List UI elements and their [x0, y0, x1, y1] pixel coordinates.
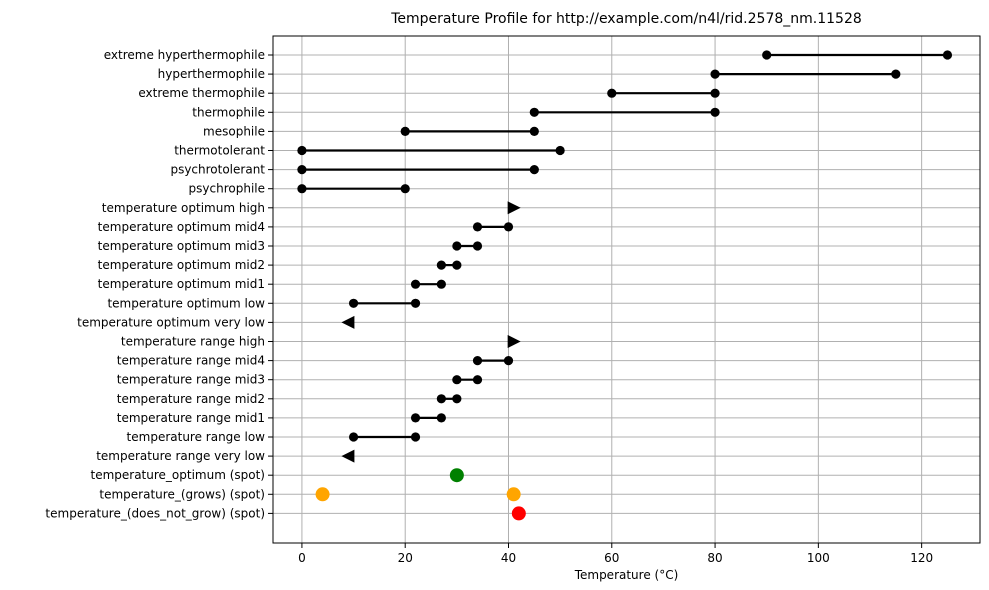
y-tick-label-temperature-range-very-low: temperature range very low: [96, 449, 265, 463]
range-start-dot-temperature-range-mid4: [472, 356, 483, 366]
arrow-marker-temperature-range-high: [507, 335, 521, 348]
y-tick-label-temperature-optimum-mid4: temperature optimum mid4: [98, 220, 265, 234]
range-end-dot-extreme-hyperthermophile: [942, 50, 953, 60]
range-end-dot-psychrophile: [400, 184, 410, 194]
range-end-dot-temperature-range-mid1: [436, 413, 446, 423]
y-tick-label-temperature-does-not-grow-spot: temperature_(does_not_grow) (spot): [45, 506, 265, 520]
range-end-dot-temperature-range-mid4: [503, 356, 514, 366]
range-end-dot-temperature-optimum-mid1: [436, 279, 446, 289]
y-tick-label-thermotolerant: thermotolerant: [174, 144, 265, 158]
range-start-dot-temperature-optimum-mid3: [452, 241, 462, 251]
arrow-marker-temperature-range-very-low: [341, 449, 355, 463]
range-start-dot-mesophile: [400, 126, 410, 136]
arrow-marker-temperature-optimum-very-low: [341, 315, 355, 329]
y-tick-label-thermophile: thermophile: [192, 105, 265, 119]
y-tick-label-temperature-range-mid4: temperature range mid4: [117, 354, 265, 368]
y-tick-label-temperature-optimum-mid3: temperature optimum mid3: [98, 239, 265, 253]
range-start-dot-hyperthermophile: [710, 69, 720, 79]
y-tick-label-psychrophile: psychrophile: [189, 182, 265, 196]
y-tick-label-temperature-range-mid2: temperature range mid2: [117, 392, 265, 406]
range-end-dot-temperature-optimum-low: [410, 298, 421, 308]
y-tick-label-temperature-optimum-spot: temperature_optimum (spot): [90, 468, 265, 482]
plot-frame: [272, 35, 981, 544]
range-end-dot-hyperthermophile: [891, 69, 901, 79]
x-tick-label: 20: [398, 551, 413, 565]
range-start-dot-temperature-optimum-mid4: [472, 222, 483, 232]
range-end-dot-temperature-range-mid3: [472, 375, 483, 385]
x-tick-label: 100: [807, 551, 830, 565]
range-start-dot-temperature-optimum-mid2: [436, 260, 446, 270]
range-end-dot-temperature-range-mid2: [452, 394, 462, 404]
range-start-dot-thermotolerant: [297, 145, 307, 156]
range-end-dot-mesophile: [529, 126, 539, 136]
range-start-dot-temperature-optimum-low: [348, 298, 359, 308]
range-start-dot-psychrophile: [297, 184, 307, 194]
y-tick-label-extreme-thermophile: extreme thermophile: [138, 86, 265, 100]
y-tick-label-temperature-range-mid3: temperature range mid3: [117, 373, 265, 387]
spot-marker-temperature-optimum-spot: [449, 468, 464, 483]
y-tick-label-psychrotolerant: psychrotolerant: [170, 163, 265, 177]
y-tick-label-temperature-optimum-mid1: temperature optimum mid1: [98, 277, 265, 291]
y-tick-label-mesophile: mesophile: [203, 124, 265, 138]
range-start-dot-extreme-thermophile: [607, 88, 617, 98]
x-tick-label: 120: [910, 551, 933, 565]
x-axis-title: Temperature (°C): [574, 568, 679, 582]
y-tick-label-temperature-optimum-low: temperature optimum low: [107, 296, 265, 310]
range-start-dot-temperature-range-mid2: [436, 394, 446, 404]
range-end-dot-temperature-range-low: [410, 432, 421, 442]
spot-marker-temperature-grows-spot: [506, 487, 521, 502]
x-tick-label: 60: [604, 551, 619, 565]
spot-marker-temperature-does-not-grow-spot: [511, 506, 526, 521]
range-start-dot-thermophile: [529, 107, 539, 117]
spot-marker-temperature-grows-spot: [315, 487, 330, 502]
range-end-dot-extreme-thermophile: [710, 88, 720, 98]
range-start-dot-psychrotolerant: [297, 165, 307, 175]
range-end-dot-thermotolerant: [555, 145, 565, 156]
range-start-dot-temperature-range-low: [348, 432, 359, 442]
range-end-dot-temperature-optimum-mid2: [452, 260, 462, 270]
range-end-dot-thermophile: [710, 107, 720, 117]
y-tick-label-extreme-hyperthermophile: extreme hyperthermophile: [104, 48, 265, 62]
y-tick-label-temperature-optimum-high: temperature optimum high: [102, 201, 265, 215]
y-tick-label-temperature-range-low: temperature range low: [127, 430, 266, 444]
plot-data: [297, 50, 953, 521]
range-start-dot-extreme-hyperthermophile: [762, 50, 772, 60]
y-tick-label-temperature-optimum-mid2: temperature optimum mid2: [98, 258, 265, 272]
y-tick-label-temperature-range-mid1: temperature range mid1: [117, 411, 265, 425]
range-end-dot-temperature-optimum-mid3: [472, 241, 483, 251]
x-tick-label: 80: [707, 551, 722, 565]
range-end-dot-psychrotolerant: [529, 165, 539, 175]
range-start-dot-temperature-range-mid1: [410, 413, 421, 423]
range-start-dot-temperature-optimum-mid1: [410, 279, 421, 289]
range-start-dot-temperature-range-mid3: [452, 375, 462, 385]
y-tick-label-hyperthermophile: hyperthermophile: [158, 67, 265, 81]
y-tick-label-temperature-optimum-very-low: temperature optimum very low: [77, 315, 265, 329]
arrow-marker-temperature-optimum-high: [507, 201, 521, 215]
x-tick-label: 0: [298, 551, 306, 565]
x-tick-label: 40: [501, 551, 516, 565]
axes: 0 20 40 60 80 100 120 extreme hyperthermophile h…: [45, 48, 933, 565]
range-end-dot-temperature-optimum-mid4: [503, 222, 514, 232]
y-tick-label-temperature-grows-spot: temperature_(grows) (spot): [99, 487, 265, 501]
y-tick-label-temperature-range-high: temperature range high: [121, 335, 265, 349]
chart-title: Temperature Profile for http://example.c…: [390, 11, 862, 27]
